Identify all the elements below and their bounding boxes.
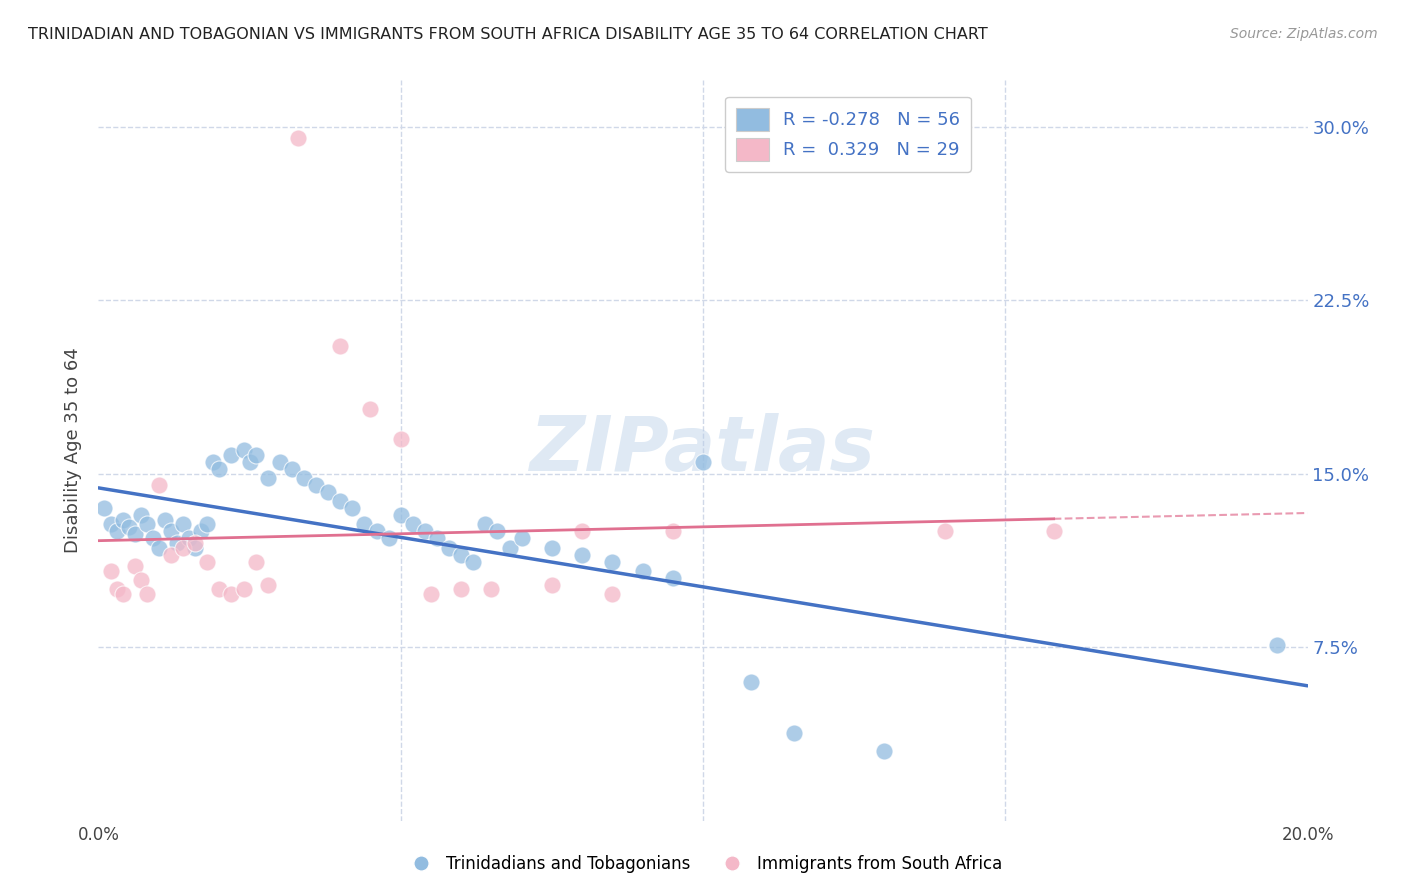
Point [783,725,806,739]
Point [571,548,593,562]
Point [160,548,183,562]
Point [142,532,165,546]
Legend: R = -0.278   N = 56, R =  0.329   N = 29: R = -0.278 N = 56, R = 0.329 N = 29 [725,96,972,172]
Point [498,541,520,555]
Point [111,587,134,601]
Point [377,532,399,546]
Point [190,524,212,539]
Point [172,541,194,555]
Point [166,536,188,550]
Point [148,541,170,555]
Point [360,401,382,416]
Point [463,554,485,569]
Point [269,455,291,469]
Point [172,517,194,532]
Point [540,577,562,591]
Point [93,501,115,516]
Point [208,462,231,476]
Text: TRINIDADIAN AND TOBAGONIAN VS IMMIGRANTS FROM SOUTH AFRICA DISABILITY AGE 35 TO : TRINIDADIAN AND TOBAGONIAN VS IMMIGRANTS… [28,27,988,42]
Text: ZIPatlas: ZIPatlas [530,414,876,487]
Point [100,517,122,532]
Point [105,582,128,597]
Point [426,532,449,546]
Point [256,577,278,591]
Point [474,517,496,532]
Point [292,471,315,485]
Point [366,524,388,539]
Point [124,559,146,574]
Point [437,541,460,555]
Point [329,494,352,508]
Point [389,432,412,446]
Point [179,532,201,546]
Point [232,443,254,458]
Text: Source: ZipAtlas.com: Source: ZipAtlas.com [1230,27,1378,41]
Point [413,524,436,539]
Point [305,478,328,492]
Point [195,554,218,569]
Point [661,571,683,585]
Point [129,508,152,523]
Point [1267,638,1289,652]
Point [631,564,654,578]
Point [135,587,157,601]
Point [450,582,472,597]
Point [148,478,170,492]
Point [232,582,254,597]
Point [486,524,509,539]
Point [661,524,683,539]
Point [100,564,122,578]
Point [740,674,762,689]
Point [287,131,309,145]
Point [184,541,207,555]
Point [129,573,152,587]
Point [420,587,443,601]
Point [873,744,896,758]
Point [202,455,225,469]
Point [135,517,157,532]
Point [389,508,412,523]
Point [481,582,503,597]
Point [105,524,128,539]
Point [402,517,425,532]
Point [510,532,533,546]
Point [329,339,352,353]
Point [221,448,243,462]
Point [692,455,714,469]
Point [342,501,364,516]
Point [602,587,624,601]
Point [195,517,218,532]
Point [934,524,956,539]
Point [316,485,339,500]
Point [153,513,176,527]
Point [239,455,262,469]
Point [184,536,207,550]
Point [450,548,472,562]
Point [124,526,146,541]
Legend: Trinidadians and Tobagonians, Immigrants from South Africa: Trinidadians and Tobagonians, Immigrants… [398,848,1008,880]
Point [540,541,562,555]
Point [111,513,134,527]
Point [353,517,375,532]
Point [281,462,304,476]
Point [245,448,267,462]
Point [245,554,267,569]
Point [602,554,624,569]
Point [118,520,141,534]
Point [571,524,593,539]
Point [1042,524,1064,539]
Point [256,471,278,485]
Point [160,524,183,539]
Point [221,587,243,601]
Y-axis label: Disability Age 35 to 64: Disability Age 35 to 64 [65,348,83,553]
Point [208,582,231,597]
